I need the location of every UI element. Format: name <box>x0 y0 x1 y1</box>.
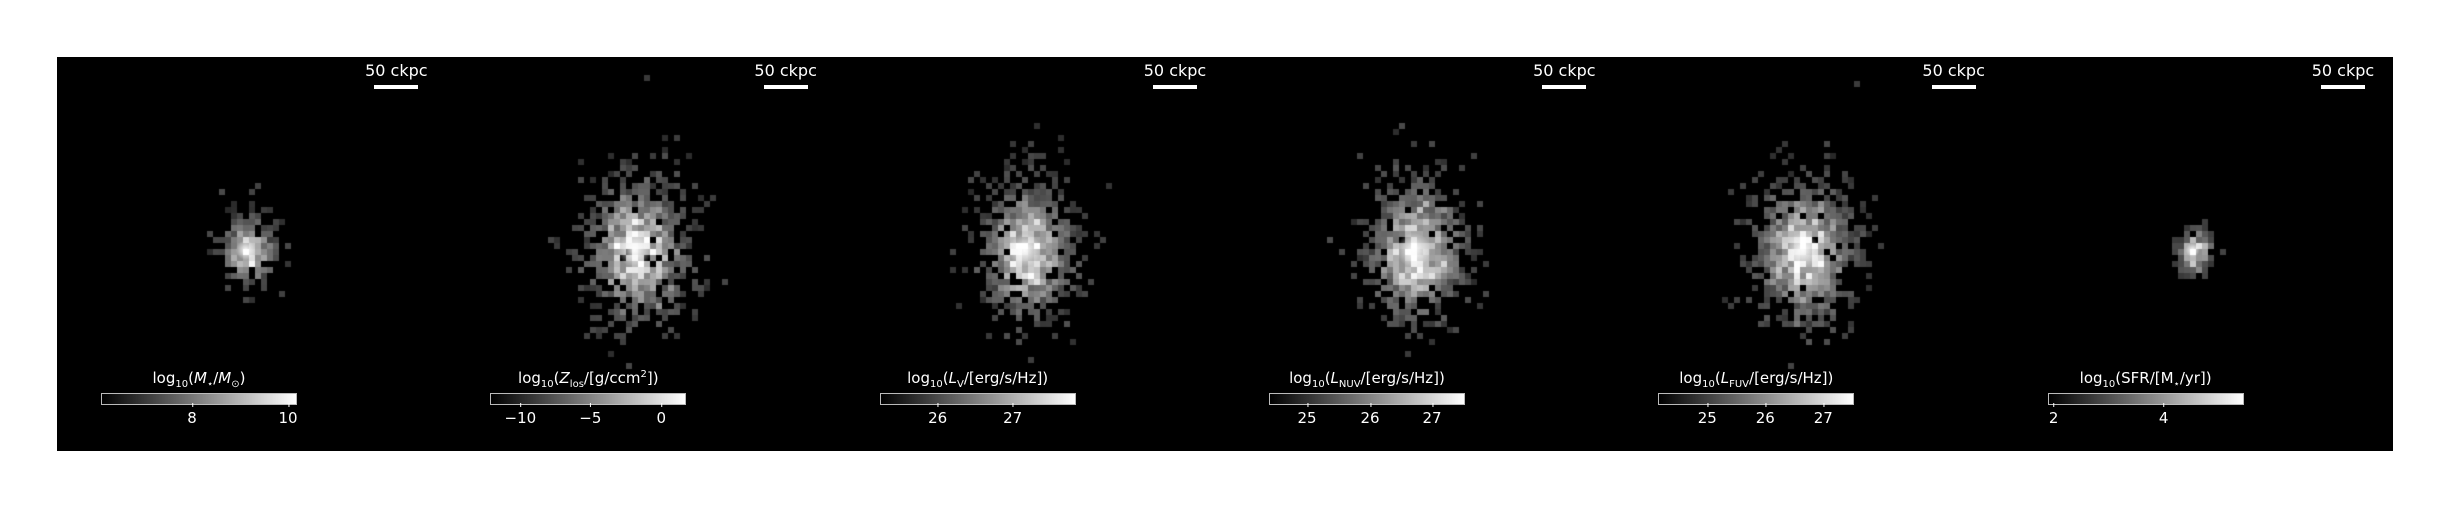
scale-bar <box>1931 85 1976 89</box>
stellar-mass-map <box>57 57 446 451</box>
metallicity-map <box>446 57 836 451</box>
lum-nuv-map <box>1224 57 1614 451</box>
scale-bar-label: 50 ckpc <box>365 61 428 80</box>
colorbar-title: log10(Zlos/[g/ccm2]) <box>518 369 659 390</box>
colorbar <box>101 393 297 405</box>
scale-bar-label: 50 ckpc <box>754 61 817 80</box>
colorbar-tick: 25 <box>1297 403 1317 427</box>
colorbar-tick: 10 <box>278 403 298 427</box>
sfr-map <box>2003 57 2393 451</box>
scale-bar-label: 50 ckpc <box>2311 61 2375 80</box>
colorbar-tick: 2 <box>2049 403 2058 427</box>
scale-bar <box>2320 85 2365 89</box>
colorbar-title: log10(LFUV/[erg/s/Hz]) <box>1679 369 1834 390</box>
colorbar <box>1658 393 1855 405</box>
lum-v-map <box>835 57 1225 451</box>
colorbar-ticks: 25 26 27 <box>1658 403 1854 429</box>
lum-fuv-map <box>1614 57 2004 451</box>
scale-bar <box>1152 85 1197 89</box>
colorbar-tick: 27 <box>1003 403 1022 427</box>
panel-sfr: 50 ckpc log10(SFR/[M⋆/yr]) 2 4 <box>2003 57 2393 451</box>
colorbar-tick: −5 <box>579 403 601 427</box>
panel-stellar-mass: 50 ckpc log10(M⋆/M⊙) 8 10 <box>57 57 447 451</box>
scale-bar <box>1542 85 1587 89</box>
scale-bar-label: 50 ckpc <box>1533 61 1596 80</box>
colorbar <box>879 393 1076 405</box>
figure-strip: 50 ckpc log10(M⋆/M⊙) 8 10 50 ckpc log10(… <box>57 57 2393 451</box>
colorbar-title: log10(SFR/[M⋆/yr]) <box>2079 369 2212 390</box>
colorbar-tick: 27 <box>1814 403 1833 427</box>
scale-bar <box>763 85 808 89</box>
colorbar-ticks: 25 26 27 <box>1269 403 1465 429</box>
colorbar-tick: 27 <box>1422 403 1442 427</box>
colorbar-ticks: 8 10 <box>101 403 298 429</box>
colorbar-tick: 0 <box>657 403 666 427</box>
colorbar-title: log10(LNUV/[erg/s/Hz]) <box>1289 369 1445 390</box>
colorbar-tick: 26 <box>1756 403 1775 427</box>
colorbar-ticks: 26 27 <box>880 403 1076 429</box>
colorbar-tick: 25 <box>1698 403 1717 427</box>
colorbar-ticks: 2 4 <box>2048 403 2244 429</box>
colorbar-ticks: −10 −5 0 <box>490 403 686 429</box>
panel-lum-fuv: 50 ckpc log10(LFUV/[erg/s/Hz]) 25 26 27 <box>1614 57 2004 451</box>
scale-bar-label: 50 ckpc <box>1922 61 1985 80</box>
colorbar-tick: −10 <box>505 403 536 427</box>
colorbar <box>1268 393 1465 405</box>
colorbar-tick: 26 <box>928 403 947 427</box>
panel-metallicity: 50 ckpc log10(Zlos/[g/ccm2]) −10 −5 0 <box>446 57 836 451</box>
panel-lum-nuv: 50 ckpc log10(LNUV/[erg/s/Hz]) 25 26 27 <box>1224 57 1615 451</box>
colorbar-tick: 8 <box>187 403 197 427</box>
colorbar-tick: 26 <box>1360 403 1380 427</box>
colorbar-tick: 4 <box>2159 403 2168 427</box>
scale-bar-label: 50 ckpc <box>1143 61 1207 80</box>
colorbar <box>490 393 687 405</box>
scale-bar <box>374 85 419 89</box>
panel-lum-v: 50 ckpc log10(LV/[erg/s/Hz]) 26 27 <box>835 57 1225 451</box>
colorbar <box>2047 393 2244 405</box>
colorbar-title: log10(M⋆/M⊙) <box>152 369 246 390</box>
colorbar-title: log10(LV/[erg/s/Hz]) <box>907 369 1049 390</box>
